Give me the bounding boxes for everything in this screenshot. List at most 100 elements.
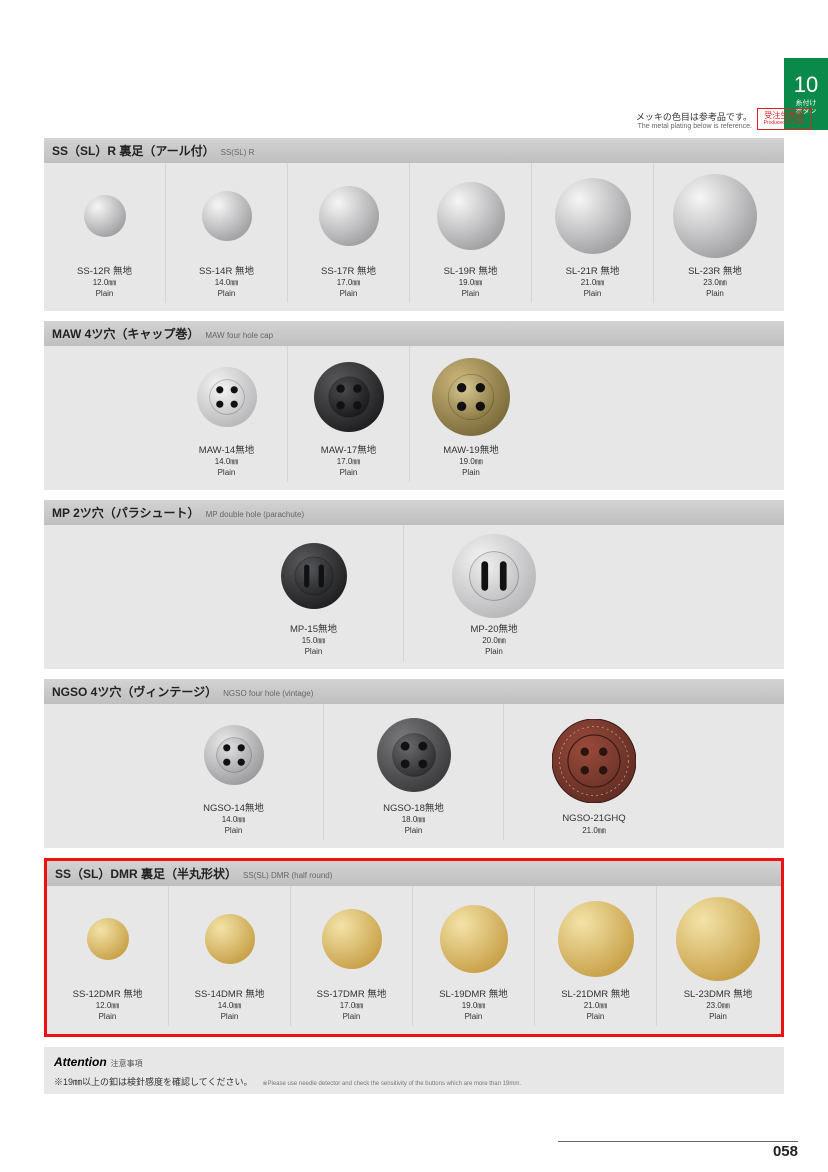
product-size: 17.0㎜ — [321, 278, 376, 288]
product-finish: Plain — [321, 468, 376, 478]
product-size: 21.0㎜ — [561, 1001, 630, 1011]
product-image — [170, 354, 283, 441]
product-size: 23.0㎜ — [688, 278, 742, 288]
product-label: SS-14DMR 無地14.0㎜Plain — [195, 989, 265, 1022]
product-cell: MAW-14無地14.0㎜Plain — [166, 346, 288, 482]
badge-sub: Produced on order — [764, 121, 805, 127]
section-title-en: MAW four hole cap — [205, 331, 273, 340]
product-finish: Plain — [471, 647, 518, 657]
product-cell: SS-14DMR 無地14.0㎜Plain — [169, 886, 291, 1026]
product-size: 20.0㎜ — [471, 636, 518, 646]
product-size: 17.0㎜ — [321, 457, 376, 467]
product-image — [292, 171, 405, 262]
product-label: SL-23DMR 無地23.0㎜Plain — [684, 989, 753, 1022]
product-image — [539, 894, 652, 985]
product-name: SS-14R 無地 — [199, 266, 254, 278]
order-badge: 受注生産品 Produced on order — [757, 108, 812, 130]
product-name: NGSO-18無地 — [383, 803, 444, 815]
product-label: SL-23R 無地23.0㎜Plain — [688, 266, 742, 299]
product-name: SS-12DMR 無地 — [73, 989, 143, 1001]
product-size: 17.0㎜ — [317, 1001, 387, 1011]
product-image — [414, 171, 527, 262]
section-title-en: MP double hole (parachute) — [206, 510, 305, 519]
section-ngso: NGSO 4ツ穴（ヴィンテージ） NGSO four hole (vintage)… — [44, 679, 784, 848]
product-size: 21.0㎜ — [562, 826, 625, 836]
product-name: SS-17R 無地 — [321, 266, 376, 278]
product-cell: SS-12DMR 無地12.0㎜Plain — [47, 886, 169, 1026]
header-note-jp: メッキの色目は参考品です。 — [636, 110, 752, 123]
product-image — [408, 533, 580, 620]
spacer — [44, 704, 144, 840]
product-cell: MAW-19無地19.0㎜Plain — [410, 346, 532, 482]
section-title-jp: MP 2ツ穴（パラシュート） — [52, 504, 200, 521]
section-title: SS（SL）DMR 裏足（半丸形状）SS(SL) DMR (half round… — [47, 861, 781, 886]
product-finish: Plain — [290, 647, 337, 657]
product-cell: SS-14R 無地14.0㎜Plain — [166, 163, 288, 303]
section-title-jp: NGSO 4ツ穴（ヴィンテージ） — [52, 683, 217, 700]
product-label: MAW-17無地17.0㎜Plain — [321, 445, 376, 478]
product-size: 15.0㎜ — [290, 636, 337, 646]
product-size: 14.0㎜ — [203, 815, 264, 825]
product-finish: Plain — [444, 289, 498, 299]
product-name: MAW-14無地 — [199, 445, 254, 457]
product-name: SL-21R 無地 — [566, 266, 620, 278]
product-label: SS-17R 無地17.0㎜Plain — [321, 266, 376, 299]
product-label: MAW-14無地14.0㎜Plain — [199, 445, 254, 478]
product-finish: Plain — [439, 1012, 508, 1022]
product-label: SS-12DMR 無地12.0㎜Plain — [73, 989, 143, 1022]
section-title-jp: MAW 4ツ穴（キャップ巻） — [52, 325, 199, 342]
attention-title: Attention — [54, 1055, 107, 1069]
product-image — [51, 894, 164, 985]
product-name: MP-15無地 — [290, 624, 337, 636]
product-label: MAW-19無地19.0㎜Plain — [443, 445, 498, 478]
product-finish: Plain — [73, 1012, 143, 1022]
product-name: SL-23DMR 無地 — [684, 989, 753, 1001]
product-cell: MAW-17無地17.0㎜Plain — [288, 346, 410, 482]
product-size: 14.0㎜ — [199, 278, 254, 288]
product-image — [295, 894, 408, 985]
product-name: SS-12R 無地 — [77, 266, 132, 278]
product-label: SL-21DMR 無地21.0㎜Plain — [561, 989, 630, 1022]
product-cell: SL-19R 無地19.0㎜Plain — [410, 163, 532, 303]
product-image — [228, 533, 399, 620]
product-size: 19.0㎜ — [439, 1001, 508, 1011]
product-label: NGSO-14無地14.0㎜Plain — [203, 803, 264, 836]
product-name: SL-19R 無地 — [444, 266, 498, 278]
page-number-rule — [558, 1141, 798, 1142]
product-size: 12.0㎜ — [77, 278, 132, 288]
product-name: SL-21DMR 無地 — [561, 989, 630, 1001]
chapter-number: 10 — [794, 72, 818, 98]
product-label: SL-19DMR 無地19.0㎜Plain — [439, 989, 508, 1022]
product-finish: Plain — [203, 826, 264, 836]
product-finish: Plain — [195, 1012, 265, 1022]
product-finish: Plain — [199, 468, 254, 478]
product-image — [536, 171, 649, 262]
content-area: SS（SL）R 裏足（アール付）SS(SL) RSS-12R 無地12.0㎜Pl… — [44, 138, 784, 1094]
product-finish: Plain — [199, 289, 254, 299]
product-name: SS-14DMR 無地 — [195, 989, 265, 1001]
product-finish: Plain — [443, 468, 498, 478]
product-cell: SS-12R 無地12.0㎜Plain — [44, 163, 166, 303]
section-title: SS（SL）R 裏足（アール付）SS(SL) R — [44, 138, 784, 163]
product-name: MAW-19無地 — [443, 445, 498, 457]
items-row: MAW-14無地14.0㎜Plain MAW-17無地17.0㎜Plain MA… — [44, 346, 784, 482]
product-name: SL-23R 無地 — [688, 266, 742, 278]
product-image — [658, 171, 772, 262]
attention-block: Attention注意事項 ※19㎜以上の釦は検針感度を確認してください。※Pl… — [44, 1047, 784, 1094]
header-note-en: The metal plating below is reference. — [636, 123, 752, 130]
product-name: SS-17DMR 無地 — [317, 989, 387, 1001]
product-image — [48, 171, 161, 262]
section-title-en: NGSO four hole (vintage) — [223, 689, 313, 698]
product-finish: Plain — [321, 289, 376, 299]
page-number: 058 — [773, 1143, 798, 1160]
section-mp: MP 2ツ穴（パラシュート） MP double hole (parachute)… — [44, 500, 784, 669]
product-size: 19.0㎜ — [444, 278, 498, 288]
product-label: MP-20無地20.0㎜Plain — [471, 624, 518, 657]
product-cell: SL-23R 無地23.0㎜Plain — [654, 163, 776, 303]
product-cell: SL-19DMR 無地19.0㎜Plain — [413, 886, 535, 1026]
product-label: SS-12R 無地12.0㎜Plain — [77, 266, 132, 299]
attention-line: ※19㎜以上の釦は検針感度を確認してください。※Please use needl… — [54, 1075, 774, 1088]
product-label: SS-17DMR 無地17.0㎜Plain — [317, 989, 387, 1022]
product-finish: Plain — [566, 289, 620, 299]
product-cell: NGSO-14無地14.0㎜Plain — [144, 704, 324, 840]
